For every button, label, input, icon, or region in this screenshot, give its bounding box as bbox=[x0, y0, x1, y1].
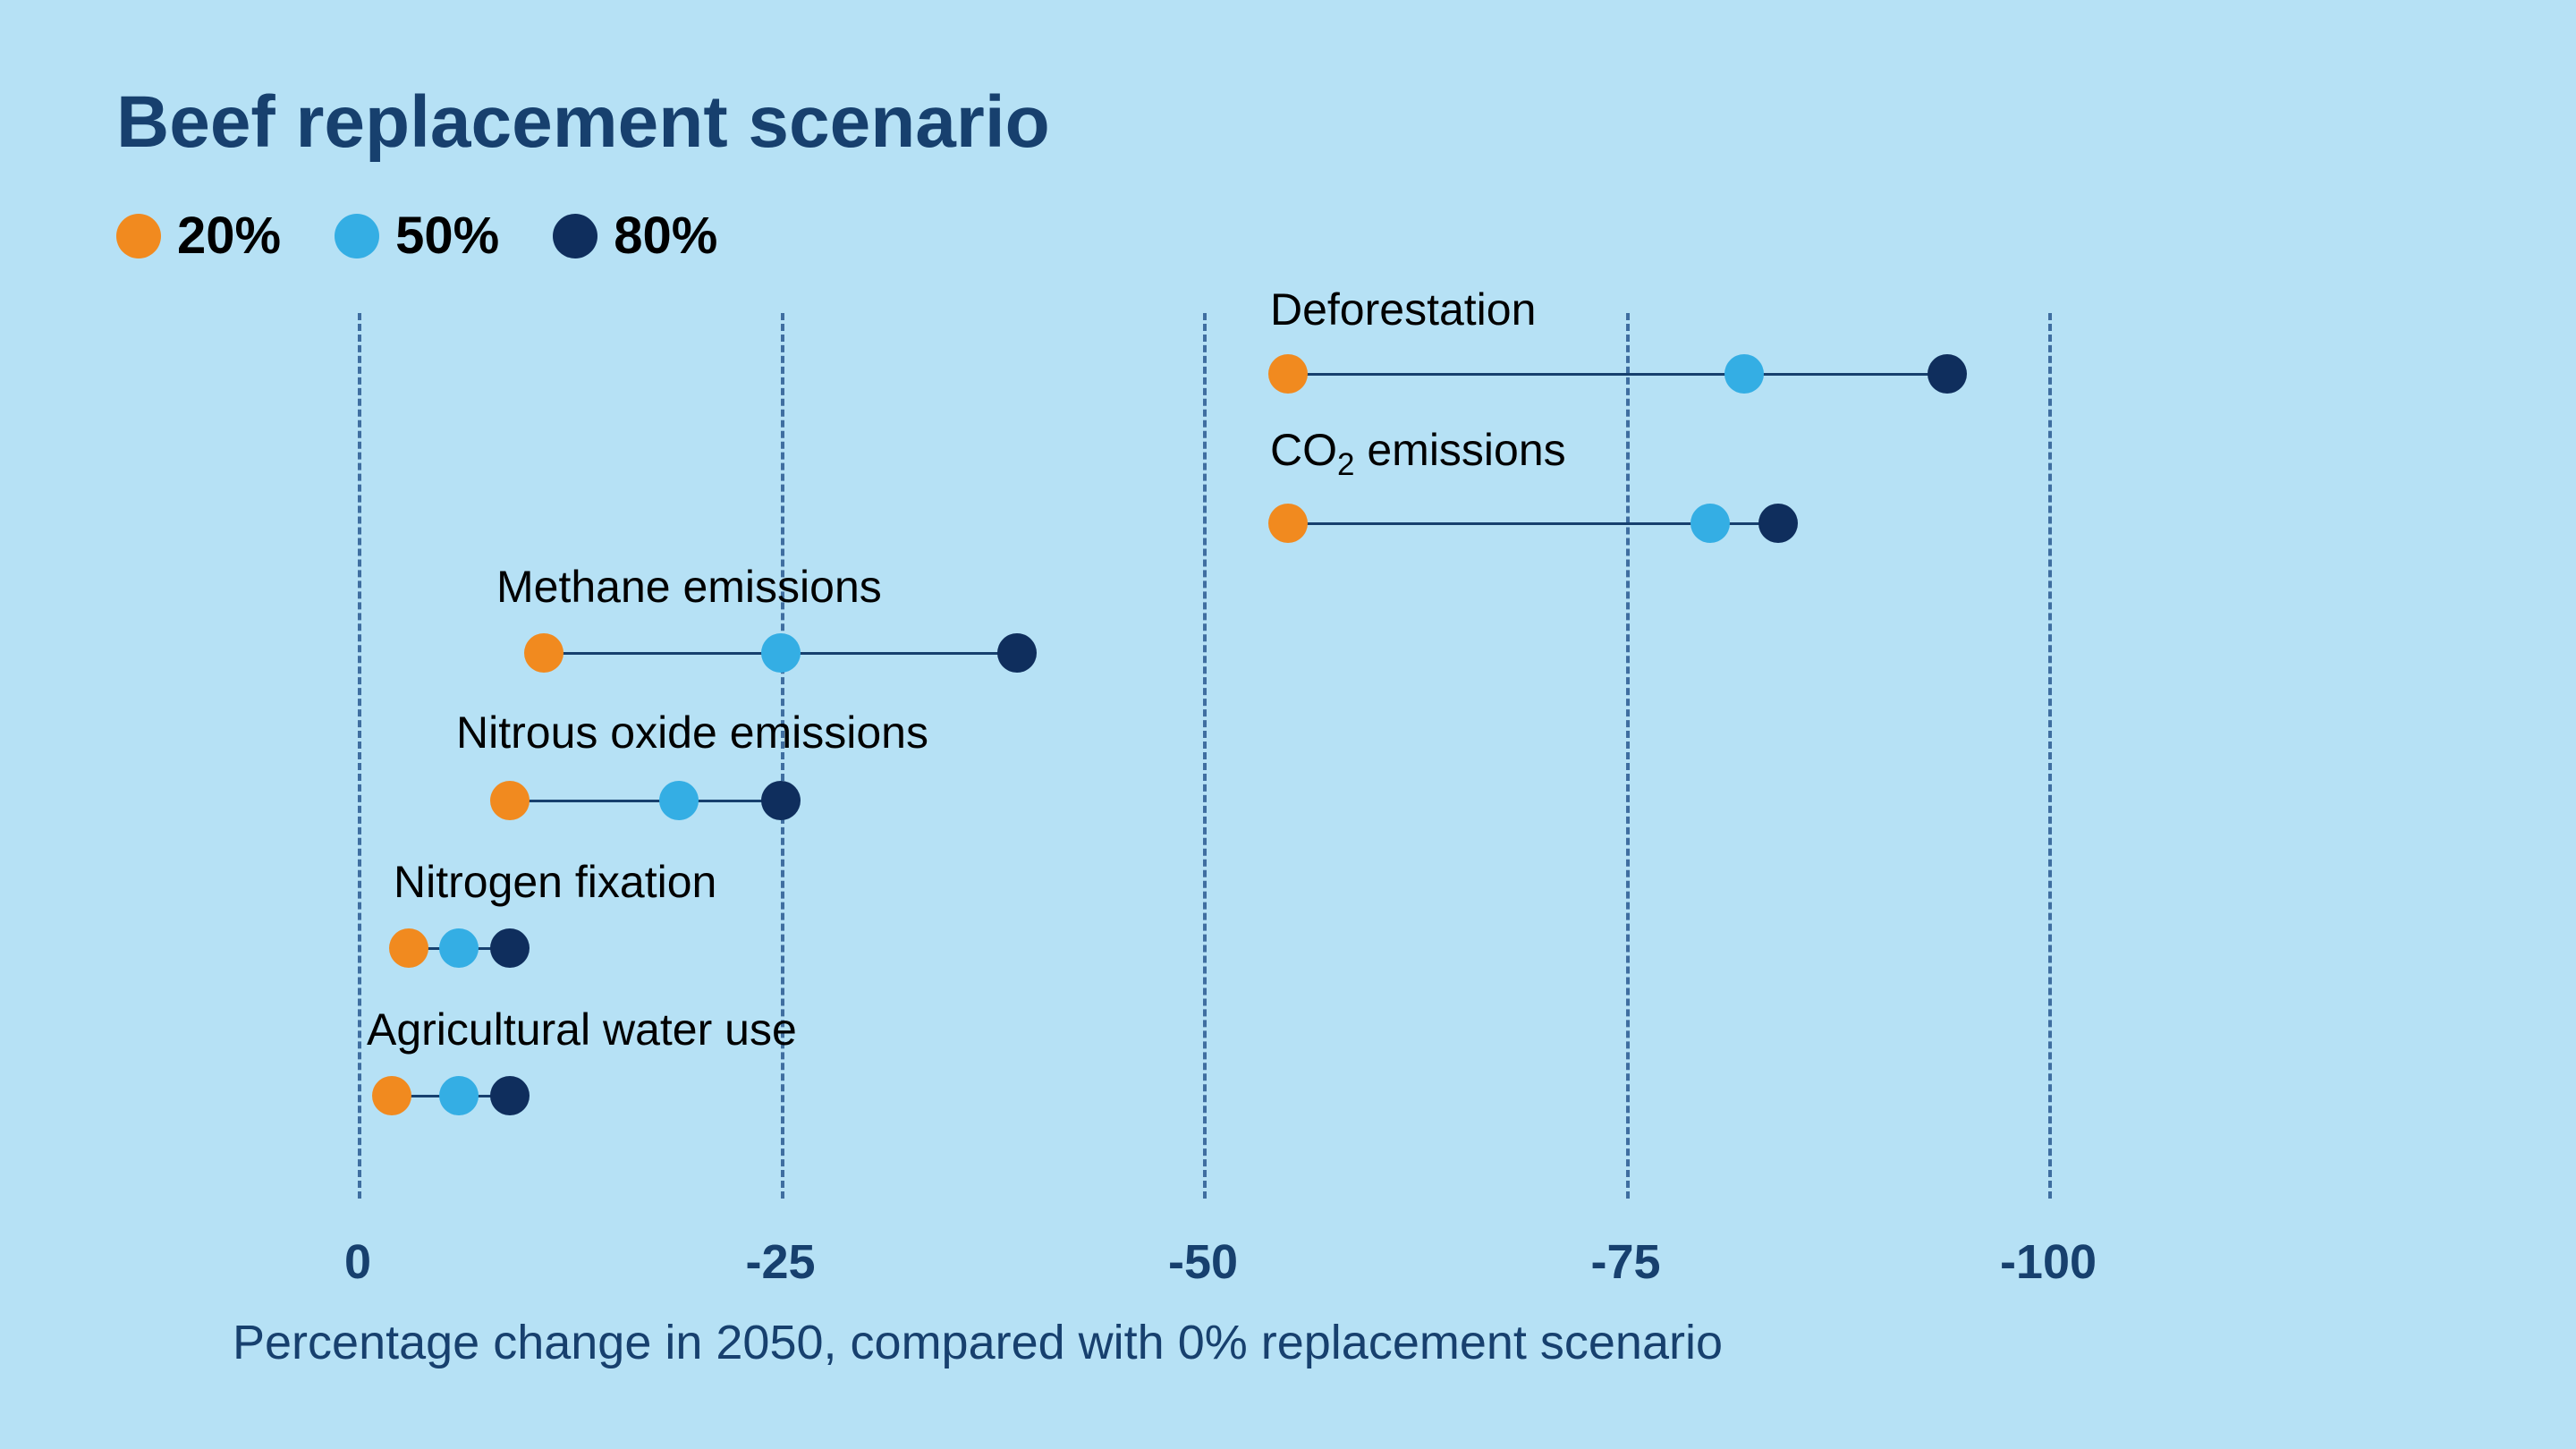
data-point bbox=[1758, 504, 1798, 543]
axis-tick-label: 0 bbox=[344, 1234, 371, 1290]
axis-tick-label: -25 bbox=[745, 1234, 815, 1290]
data-point bbox=[439, 1076, 479, 1115]
data-point bbox=[1268, 354, 1308, 394]
data-point bbox=[1928, 354, 1967, 394]
gridline bbox=[1203, 313, 1207, 1199]
series-connector bbox=[1288, 373, 1947, 376]
data-point bbox=[659, 781, 699, 820]
data-point bbox=[490, 1076, 530, 1115]
legend-item-1: 50% bbox=[335, 206, 499, 266]
legend-label: 20% bbox=[177, 206, 281, 266]
legend-item-0: 20% bbox=[116, 206, 281, 266]
x-axis-caption: Percentage change in 2050, compared with… bbox=[233, 1315, 1723, 1370]
legend-swatch-icon bbox=[116, 214, 161, 258]
data-point bbox=[389, 928, 428, 968]
legend-item-2: 80% bbox=[553, 206, 717, 266]
data-point bbox=[439, 928, 479, 968]
legend-label: 80% bbox=[614, 206, 717, 266]
data-point bbox=[1690, 504, 1730, 543]
data-point bbox=[1268, 504, 1308, 543]
series-label: CO2 emissions bbox=[1270, 424, 1566, 483]
data-point bbox=[372, 1076, 411, 1115]
series-connector bbox=[510, 800, 780, 802]
legend: 20% 50% 80% bbox=[116, 206, 717, 266]
data-point bbox=[1724, 354, 1764, 394]
chart-stage: Beef replacement scenario 20% 50% 80% 0 -25 -5… bbox=[0, 0, 2576, 1449]
legend-label: 50% bbox=[395, 206, 499, 266]
chart-title: Beef replacement scenario bbox=[116, 80, 1050, 165]
series-label: Methane emissions bbox=[496, 561, 882, 613]
series-label: Deforestation bbox=[1270, 284, 1536, 335]
series-label: Nitrogen fixation bbox=[394, 856, 716, 908]
series-label: Nitrous oxide emissions bbox=[456, 707, 928, 758]
data-point bbox=[761, 633, 801, 673]
data-point bbox=[490, 781, 530, 820]
legend-swatch-icon bbox=[335, 214, 379, 258]
gridline bbox=[358, 313, 361, 1199]
legend-swatch-icon bbox=[553, 214, 597, 258]
axis-tick-label: -50 bbox=[1168, 1234, 1238, 1290]
gridline bbox=[2048, 313, 2052, 1199]
gridline bbox=[1626, 313, 1630, 1199]
data-point bbox=[997, 633, 1037, 673]
data-point bbox=[524, 633, 564, 673]
axis-tick-label: -75 bbox=[1590, 1234, 1660, 1290]
data-point bbox=[761, 781, 801, 820]
data-point bbox=[490, 928, 530, 968]
axis-tick-label: -100 bbox=[2000, 1234, 2097, 1290]
series-label: Agricultural water use bbox=[367, 1004, 797, 1055]
